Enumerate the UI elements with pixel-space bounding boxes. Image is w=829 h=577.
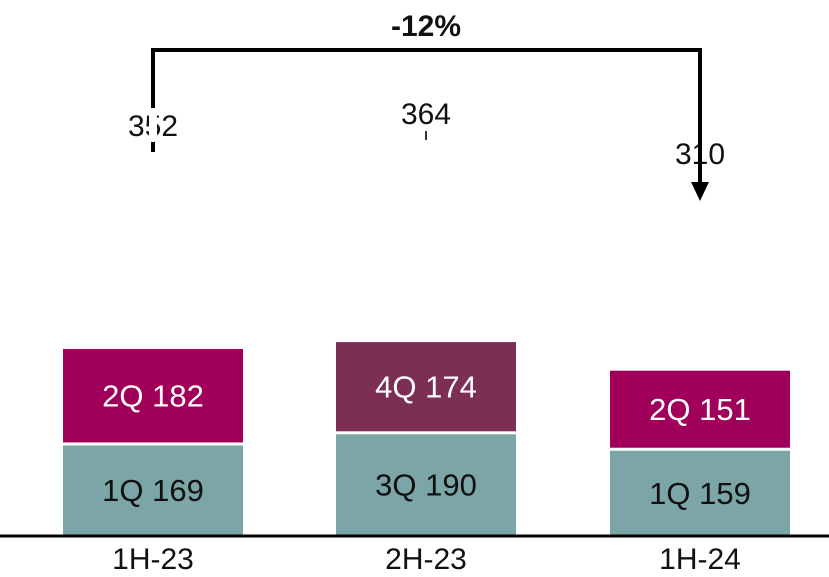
bars-group	[63, 342, 790, 535]
bracket-line	[151, 48, 702, 182]
category-label-1h-23: 1H-23	[112, 543, 194, 576]
bar-segment-upper-2h-23	[336, 342, 516, 432]
bar-segment-upper-1h-23	[63, 348, 243, 443]
category-label-2h-23: 2H-23	[385, 543, 467, 576]
change-percent-label: -12%	[391, 10, 461, 43]
bar-segment-lower-1h-24	[610, 450, 790, 535]
segment-label-lower-1h-24: 1Q 159	[649, 476, 751, 511]
bracket-arrowhead-icon	[691, 182, 709, 201]
segment-label-lower-1h-23: 1Q 169	[102, 473, 204, 508]
category-labels-group: 1H-23 2H-23 1H-24	[112, 543, 741, 576]
segment-label-upper-1h-24: 2Q 151	[649, 392, 751, 427]
segment-label-upper-2h-23: 4Q 174	[375, 370, 477, 405]
segment-labels-group: 1Q 169 2Q 182 3Q 190 4Q 174 1Q 159 2Q 151	[102, 370, 751, 511]
segment-label-upper-1h-23: 2Q 182	[102, 379, 204, 414]
total-labels-group: 352364310	[128, 98, 725, 171]
segment-label-lower-2h-23: 3Q 190	[375, 468, 477, 503]
category-label-1h-24: 1H-24	[659, 543, 741, 576]
bracket-gap	[149, 108, 157, 142]
total-label-2h-23: 364	[401, 98, 451, 131]
bar-segment-lower-2h-23	[336, 434, 516, 535]
bar-segment-upper-1h-24	[610, 370, 790, 448]
change-bracket: -12%	[149, 10, 709, 201]
bar-segment-lower-1h-23	[63, 445, 243, 535]
